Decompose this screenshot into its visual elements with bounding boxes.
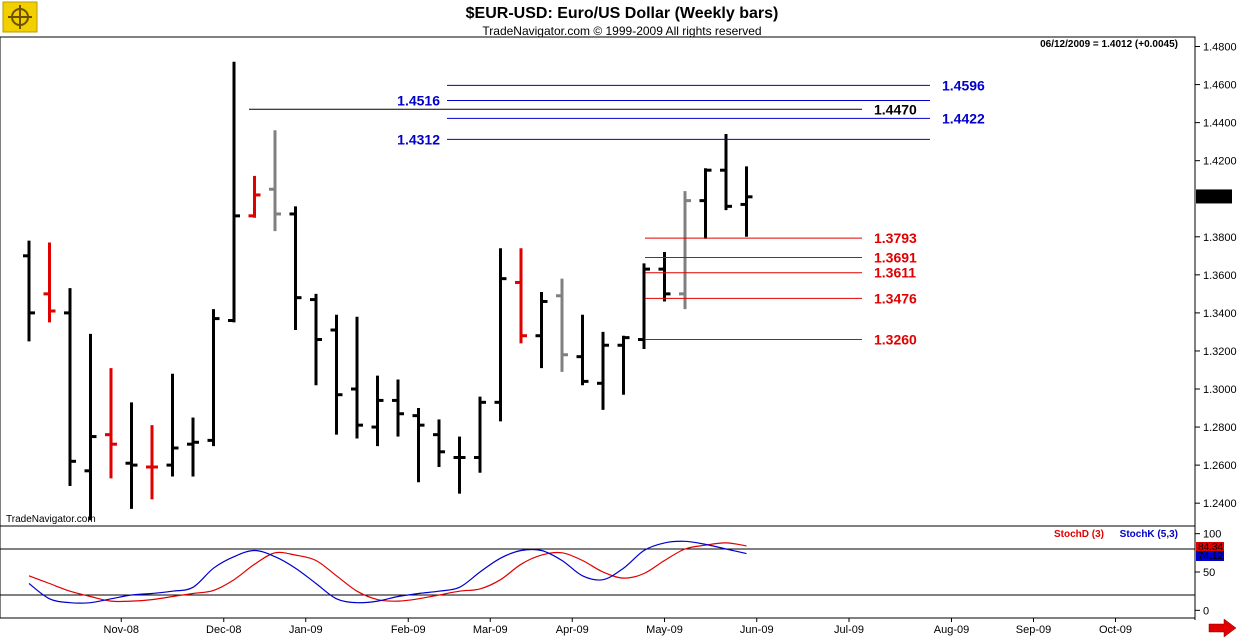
level-label: 1.3476 (874, 290, 917, 306)
price-tick-label: 1.2400 (1203, 498, 1237, 510)
price-tick-label: 1.2800 (1203, 422, 1237, 434)
quote-readout: 06/12/2009 = 1.4012 (+0.0045) (1040, 39, 1178, 50)
date-tick-label: Apr-09 (556, 624, 589, 636)
ohlc-bar (64, 288, 76, 487)
stoch-tick-label: 0 (1203, 605, 1209, 617)
level-lines: 1.4596 1.4516 1.4470 1.4422 1.4312 1.3793 1.36… (249, 77, 985, 348)
price-tick-label: 1.3400 (1203, 308, 1237, 320)
ohlc-bar (617, 335, 630, 395)
stoch-legend-label: StochD (3) (1054, 529, 1104, 540)
date-tick-label: May-09 (646, 624, 683, 636)
ohlc-bar (740, 166, 753, 237)
last-price-label: 1.4012 (1198, 191, 1232, 203)
ohlc-bar (535, 291, 548, 369)
stoch-line (28, 542, 747, 603)
ohlc-bar (269, 130, 281, 232)
level-label: 1.3691 (874, 250, 917, 266)
ohlc-bar (699, 168, 712, 239)
ohlc-bar (474, 396, 486, 473)
level-label: 1.4312 (397, 131, 440, 147)
price-tick-label: 1.3200 (1203, 346, 1237, 358)
ohlc-bar (720, 134, 732, 211)
ohlc-bar (638, 263, 650, 350)
price-tick-label: 1.2600 (1203, 460, 1237, 472)
ohlc-bar (125, 402, 138, 509)
ohlc-bar (576, 314, 589, 386)
ohlc-bar (392, 379, 404, 437)
ohlc-bar (679, 191, 691, 310)
price-series (23, 61, 753, 521)
date-tick-label: Feb-09 (391, 624, 426, 636)
price-tick-label: 1.4400 (1203, 118, 1237, 130)
ohlc-bar (23, 240, 35, 342)
watermark-text: TradeNavigator.com (6, 514, 96, 525)
ohlc-bar (289, 206, 302, 331)
ohlc-bar (433, 419, 445, 468)
price-tick-label: 1.4800 (1203, 42, 1237, 54)
logo-icon[interactable] (2, 1, 38, 33)
ohlc-bar (556, 278, 568, 372)
ohlc-bar (597, 331, 609, 410)
level-label: 1.4596 (942, 77, 985, 93)
stoch-value-label: 74.12 (1198, 551, 1223, 562)
ohlc-bar (453, 436, 466, 494)
price-tick-label: 1.3000 (1203, 384, 1237, 396)
last-price-box (1196, 189, 1232, 204)
date-tick-label: Dec-08 (206, 624, 241, 636)
date-tick-label: Aug-09 (934, 624, 969, 636)
stoch-legend-label: StochK (5,3) (1120, 529, 1178, 540)
stoch-tick-label: 100 (1203, 529, 1221, 541)
ohlc-bar (310, 293, 322, 386)
level-label: 1.4470 (874, 101, 917, 117)
date-tick-label: Oct-09 (1099, 624, 1132, 636)
price-tick-label: 1.3800 (1203, 232, 1237, 244)
ohlc-bar (494, 248, 507, 422)
stoch-value-box (1196, 542, 1224, 552)
ohlc-bar (371, 375, 384, 447)
level-label: 1.3260 (874, 332, 917, 348)
ohlc-bar (207, 309, 220, 447)
ohlc-bar (187, 417, 199, 477)
level-label: 1.4516 (397, 93, 440, 109)
red-arrow-right-icon[interactable] (1208, 618, 1237, 638)
ohlc-bar (43, 242, 56, 323)
ohlc-bar (658, 252, 671, 302)
date-axis: Nov-08 Dec-08 Jan-09 Feb-09 Mar-09 Apr-09 May-… (104, 618, 1132, 636)
level-label: 1.3793 (874, 230, 917, 246)
ohlc-bar (228, 61, 240, 323)
stoch-tick-label: 50 (1203, 567, 1215, 579)
ohlc-bar (166, 373, 179, 477)
ohlc-bar (515, 248, 527, 344)
date-tick-label: Jan-09 (289, 624, 323, 636)
ohlc-bar (248, 175, 261, 218)
level-label: 1.3611 (874, 265, 916, 281)
ohlc-bar (84, 333, 97, 521)
ohlc-bar (146, 425, 158, 500)
date-tick-label: Nov-08 (104, 624, 139, 636)
price-tick-label: 1.4600 (1203, 80, 1237, 92)
chart-title: $EUR-USD: Euro/US Dollar (Weekly bars) (466, 5, 779, 22)
copyright-text: TradeNavigator.com © 1999-2009 All right… (482, 24, 761, 38)
price-tick-label: 1.4200 (1203, 156, 1237, 168)
stoch-value-box (1196, 551, 1224, 561)
ohlc-bar (330, 314, 343, 435)
stochastic-series: StochD (3) StochK (5,3) (0, 529, 1195, 604)
stoch-line (28, 540, 747, 604)
price-axis: 1.4800 1.4600 1.4400 1.4200 1.4012 1.3800 1.36… (1195, 42, 1237, 510)
ohlc-bar (105, 368, 117, 479)
ohlc-bar (351, 316, 363, 439)
price-tick-label: 1.3600 (1203, 270, 1237, 282)
stoch-value-label: 84.34 (1198, 542, 1223, 553)
date-tick-label: Jun-09 (740, 624, 774, 636)
ohlc-bar (412, 408, 425, 483)
date-tick-label: Sep-09 (1016, 624, 1051, 636)
date-tick-label: Mar-09 (473, 624, 508, 636)
date-tick-label: Jul-09 (834, 624, 864, 636)
level-label: 1.4422 (942, 110, 985, 126)
